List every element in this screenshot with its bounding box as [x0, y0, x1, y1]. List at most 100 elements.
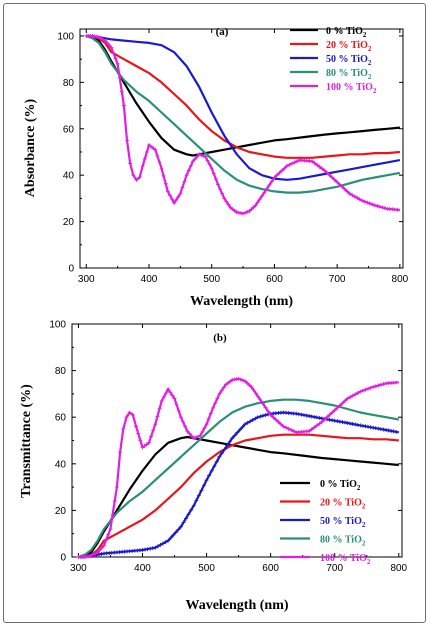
data-point	[257, 197, 262, 202]
data-point	[114, 485, 119, 490]
legend-label: 20 % TiO2	[320, 498, 366, 511]
data-point	[272, 175, 277, 180]
x-tick-label: 400	[134, 563, 151, 574]
y-tick-label: 40	[63, 171, 75, 182]
data-point	[276, 419, 281, 424]
data-point	[391, 429, 396, 434]
data-point	[330, 410, 335, 415]
data-point	[151, 146, 156, 151]
data-point	[240, 378, 245, 383]
data-point	[279, 168, 284, 173]
data-point	[163, 540, 168, 545]
data-point	[371, 384, 376, 389]
y-tick-label: 100	[49, 320, 66, 331]
data-point	[319, 416, 324, 421]
x-tick-label: 600	[262, 563, 279, 574]
data-point	[110, 513, 115, 518]
data-point	[105, 40, 110, 45]
data-point	[332, 177, 337, 182]
figure-frame	[3, 3, 426, 623]
data-point	[158, 542, 163, 547]
data-point	[296, 412, 301, 417]
data-point	[146, 440, 151, 445]
data-point	[161, 173, 166, 178]
series-100-tio2: 100 % TiO2	[84, 33, 401, 216]
data-point	[119, 89, 124, 94]
data-point	[196, 493, 201, 498]
data-point	[196, 434, 201, 439]
data-point	[219, 451, 224, 456]
data-point	[268, 412, 273, 417]
data-point	[325, 415, 330, 420]
x-tick-label: 300	[70, 563, 87, 574]
data-point	[165, 189, 170, 194]
data-point	[134, 424, 139, 429]
series-50-tio2: 50 % TiO2	[86, 34, 401, 181]
data-point	[253, 416, 258, 421]
data-point	[189, 433, 194, 438]
data-point	[174, 197, 179, 202]
x-axis-title: Wavelength (nm)	[185, 598, 288, 613]
data-point	[96, 552, 101, 557]
series-line	[78, 398, 399, 559]
data-point	[218, 187, 223, 192]
data-point	[193, 435, 198, 440]
data-point	[155, 544, 160, 549]
data-point	[215, 396, 220, 401]
legend-label: 80 % TiO2	[320, 535, 366, 548]
data-point	[251, 205, 256, 210]
data-point	[314, 423, 319, 428]
data-point	[178, 415, 183, 420]
data-point	[204, 478, 209, 483]
data-point	[188, 163, 193, 168]
data-point	[395, 207, 400, 212]
data-point	[181, 520, 186, 525]
data-point	[224, 199, 229, 204]
data-point	[278, 422, 283, 427]
data-point	[294, 411, 299, 416]
data-point	[232, 208, 237, 213]
data-point	[209, 468, 214, 473]
x-axis-title: Wavelength (nm)	[190, 294, 293, 309]
data-point	[366, 386, 371, 391]
data-point	[173, 530, 178, 535]
x-tick-label: 800	[390, 563, 407, 574]
data-point	[157, 406, 162, 411]
panel-label: (a)	[216, 26, 229, 38]
data-point	[201, 153, 206, 158]
data-point	[267, 182, 272, 187]
data-point	[153, 545, 158, 550]
data-point	[197, 152, 202, 157]
data-point	[93, 551, 98, 556]
data-point	[350, 393, 355, 398]
data-point	[223, 382, 228, 387]
data-point	[367, 201, 372, 206]
data-point	[373, 384, 378, 389]
data-point	[363, 424, 368, 429]
data-point	[376, 426, 381, 431]
data-point	[287, 162, 292, 167]
data-point	[304, 413, 309, 418]
data-point	[107, 43, 112, 48]
data-point	[207, 162, 212, 167]
data-point	[327, 173, 332, 178]
panel-label: (b)	[213, 332, 227, 344]
series-80-tio2: 80 % TiO2	[85, 34, 401, 194]
data-point	[347, 191, 352, 196]
data-point	[106, 532, 111, 537]
data-point	[378, 382, 383, 387]
data-point	[127, 410, 132, 415]
data-point	[353, 422, 358, 427]
data-point	[161, 395, 166, 400]
data-point	[230, 436, 235, 441]
data-point	[163, 181, 168, 186]
data-point	[348, 395, 353, 400]
data-point	[263, 405, 268, 410]
data-point	[99, 551, 104, 556]
data-point	[97, 548, 102, 553]
data-point	[312, 425, 317, 430]
data-point	[192, 156, 197, 161]
data-point	[136, 431, 141, 436]
legend-label: 20 % TiO2	[326, 40, 372, 53]
y-tick-label: 40	[55, 459, 67, 470]
